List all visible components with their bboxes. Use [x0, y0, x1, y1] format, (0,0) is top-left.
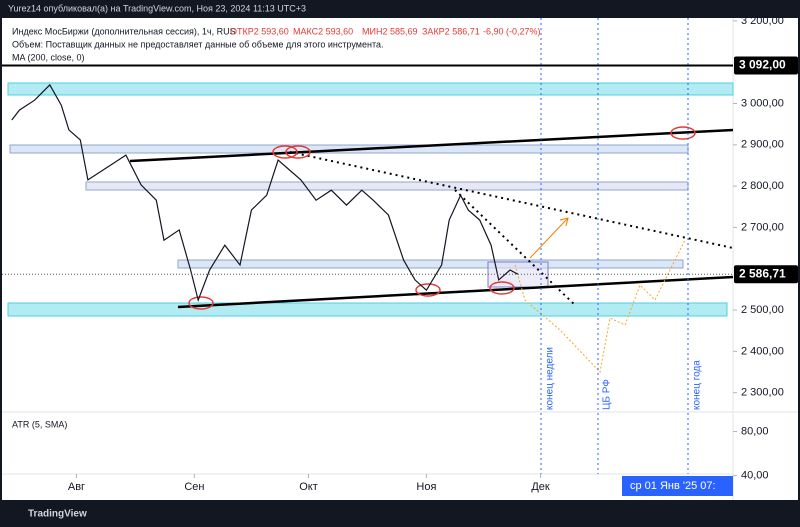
ellipse [489, 281, 515, 295]
y-tick-label: 40,00 [741, 470, 769, 482]
ohlc: -6,90 (-0,27%) [483, 26, 541, 36]
forecast-path [514, 239, 686, 374]
annotation: ЦБ РФ [602, 379, 613, 410]
y-tick-label: 3 200,00 [741, 15, 784, 27]
footer-logo: TradingView [28, 509, 87, 520]
arrow [529, 217, 569, 259]
arrow-head [559, 217, 569, 227]
x-tick-label: Ноя [416, 481, 436, 493]
zone [7, 302, 728, 317]
price-line [11, 83, 518, 303]
y-tick-label: 2 700,00 [741, 221, 784, 233]
dotted-line [454, 189, 576, 306]
symbol: Индекс МосБиржи (дополнительная сессия),… [12, 26, 236, 36]
drawings: конец недели ЦБ РФ конец года [7, 18, 734, 474]
ellipse [415, 283, 441, 297]
price-label-box [734, 265, 798, 284]
ellipse [285, 145, 311, 159]
ohlc: ОТКР2 593,60 [230, 26, 289, 36]
ohlc: ЗАКР2 586,71 [422, 26, 480, 36]
trend-line [177, 275, 734, 309]
y-tick-label: 2 400,00 [741, 345, 784, 357]
ellipse [670, 126, 696, 140]
y-tick-label: 2 300,00 [741, 387, 784, 399]
ma-label: MA (200, close, 0) [12, 52, 85, 62]
y-tick-label: 2 500,00 [741, 304, 784, 316]
price-label-box [734, 56, 798, 75]
x-tick-label: Окт [299, 481, 318, 493]
annotation: конец года [692, 360, 703, 410]
zone [85, 181, 689, 191]
price-label: 2 586,71 [739, 266, 786, 280]
y-tick-label: 2 800,00 [741, 180, 784, 192]
cursor-box [622, 476, 733, 496]
cursor-label: ср 01 Янв '25 07: [630, 480, 716, 492]
y-tick-label: 2 900,00 [741, 139, 784, 151]
publisher: Yurez14 опубликовал(а) на TradingView.co… [8, 3, 306, 13]
x-tick-label: Дек [531, 481, 550, 493]
atr-label: ATR (5, SMA) [12, 419, 67, 429]
zone [177, 259, 684, 269]
ellipse [272, 145, 298, 159]
ohlc: МИН2 585,69 [362, 26, 418, 36]
zone [7, 82, 734, 96]
volume-note: Объем: Поставщик данных не предоставляет… [12, 39, 384, 49]
x-tick-label: Авг [68, 481, 85, 493]
trend-line [129, 128, 734, 163]
y-tick-label: 80,00 [741, 425, 769, 437]
y-tick-label: 3 000,00 [741, 97, 784, 109]
ohlc: МАКС2 593,60 [293, 26, 353, 36]
price-label: 3 092,00 [739, 58, 786, 72]
ellipse [188, 296, 214, 310]
chart-bg [2, 18, 798, 500]
x-tick-label: Сен [184, 481, 204, 493]
annotation: конец недели [545, 347, 556, 410]
